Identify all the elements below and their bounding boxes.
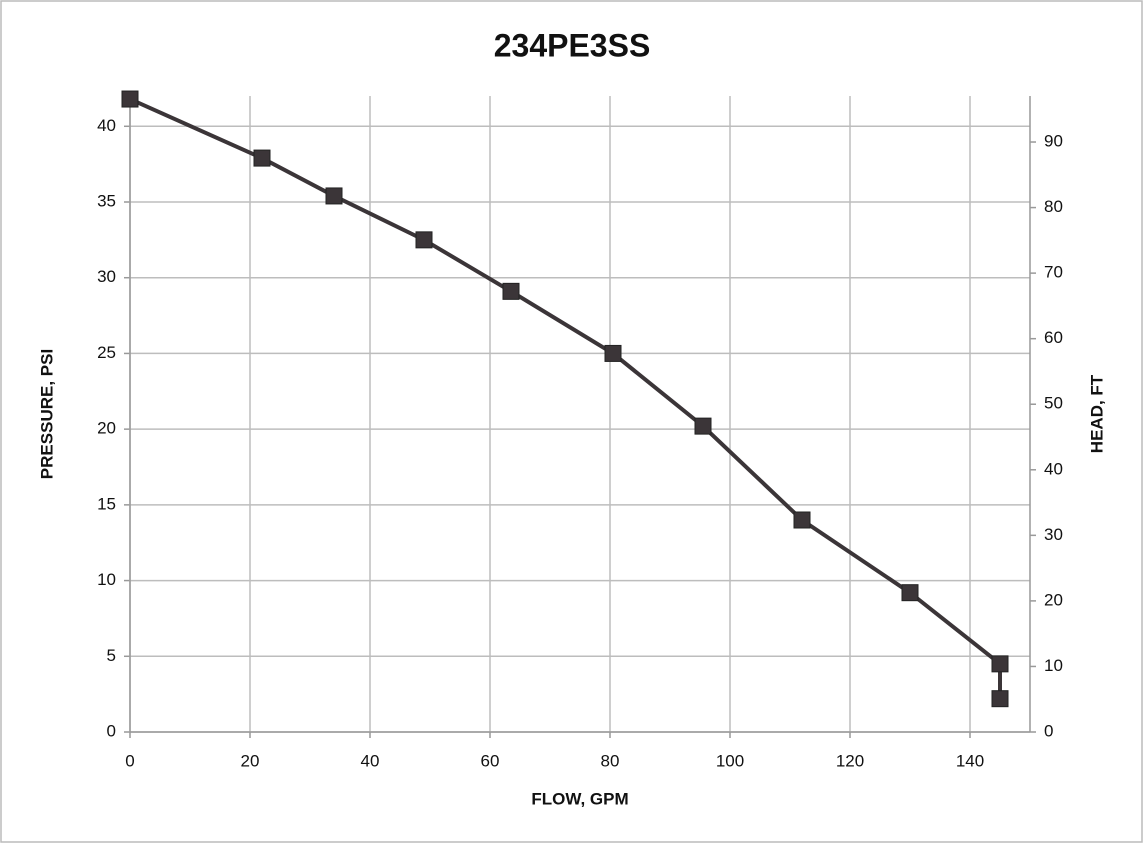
x-tick-label: 20 (241, 751, 260, 770)
data-point (604, 344, 622, 362)
data-point (991, 690, 1009, 708)
y2-tick-label: 20 (1044, 590, 1063, 609)
x-tick-label: 120 (836, 751, 864, 770)
y2-tick-label: 70 (1044, 263, 1063, 282)
y-tick-label: 15 (97, 494, 116, 513)
data-point (253, 149, 271, 167)
y2-tick-label: 10 (1044, 656, 1063, 675)
y-tick-label: 5 (107, 646, 116, 665)
x-tick-label: 0 (125, 751, 134, 770)
x-tick-label: 40 (361, 751, 380, 770)
y-tick-label: 35 (97, 191, 116, 210)
y-axis-label: PRESSURE, PSI (37, 349, 56, 479)
y-tick-label: 25 (97, 343, 116, 362)
data-point (415, 231, 433, 249)
y-tick-label: 30 (97, 267, 116, 286)
chart-title: 234PE3SS (494, 27, 651, 63)
y-tick-label: 40 (97, 116, 116, 135)
y2-tick-label: 0 (1044, 721, 1053, 740)
y2-tick-label: 30 (1044, 525, 1063, 544)
x-tick-label: 140 (956, 751, 984, 770)
x-axis-label: FLOW, GPM (531, 789, 628, 808)
y2-tick-label: 40 (1044, 459, 1063, 478)
data-point (793, 511, 811, 529)
data-point (694, 417, 712, 435)
y-tick-label: 10 (97, 570, 116, 589)
y-tick-label: 20 (97, 419, 116, 438)
x-tick-label: 80 (601, 751, 620, 770)
y2-tick-label: 50 (1044, 394, 1063, 413)
data-point (121, 90, 139, 108)
data-point (502, 282, 520, 300)
data-point (901, 584, 919, 602)
y2-tick-label: 60 (1044, 328, 1063, 347)
x-tick-label: 60 (481, 751, 500, 770)
y2-axis-label: HEAD, FT (1087, 374, 1106, 453)
data-point (991, 655, 1009, 673)
y-tick-label: 0 (107, 721, 116, 740)
data-point (325, 187, 343, 205)
x-tick-label: 100 (716, 751, 744, 770)
y2-tick-label: 80 (1044, 197, 1063, 216)
y2-tick-label: 90 (1044, 132, 1063, 151)
